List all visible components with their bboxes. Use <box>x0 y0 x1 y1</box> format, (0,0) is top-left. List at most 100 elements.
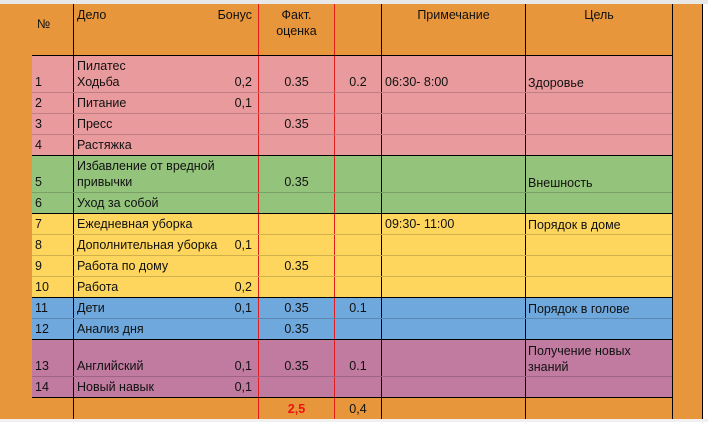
row-extra-cell[interactable] <box>334 214 381 234</box>
row-extra-cell[interactable] <box>334 377 381 397</box>
totals-fact-cell[interactable]: 2,5 <box>258 398 334 419</box>
row-task-cell[interactable]: Анализ дня <box>73 319 258 339</box>
goal-mind[interactable]: Порядок в голове <box>528 302 630 316</box>
row-goal-cell[interactable] <box>525 340 672 376</box>
row-extra-cell[interactable]: 0.2 <box>334 56 381 92</box>
row-fact-cell[interactable] <box>258 377 334 397</box>
row-fact-cell[interactable] <box>258 214 334 234</box>
row-extra-cell[interactable] <box>334 235 381 255</box>
row-note-cell[interactable] <box>381 156 525 192</box>
totals-num-cell[interactable] <box>32 398 73 419</box>
row-note-cell[interactable] <box>381 193 525 213</box>
row-task-cell[interactable]: Растяжка <box>73 135 258 155</box>
goal-knowledge[interactable]: Получение новых знаний <box>528 344 631 374</box>
row-note-cell[interactable] <box>381 114 525 134</box>
row-num-cell[interactable]: 12 <box>32 319 73 339</box>
row-goal-cell[interactable] <box>525 277 672 297</box>
row-goal-cell[interactable] <box>525 214 672 234</box>
row-num-cell[interactable]: 8 <box>32 235 73 255</box>
row-extra-cell[interactable] <box>334 277 381 297</box>
row-fact-cell[interactable] <box>258 135 334 155</box>
row-num-cell[interactable]: 2 <box>32 93 73 113</box>
row-task-cell[interactable]: Пресс <box>73 114 258 134</box>
row-note-cell[interactable] <box>381 135 525 155</box>
row-task-cell[interactable]: Английский 0,1 <box>73 340 258 376</box>
row-task-cell[interactable]: Новый навык 0,1 <box>73 377 258 397</box>
row-goal-cell[interactable] <box>525 156 672 192</box>
totals-task-cell[interactable] <box>73 398 258 419</box>
row-note-cell[interactable] <box>381 377 525 397</box>
row-note-cell[interactable] <box>381 319 525 339</box>
row-goal-cell[interactable] <box>525 135 672 155</box>
row-extra-cell[interactable]: 0.1 <box>334 298 381 318</box>
row-num-cell[interactable]: 11 <box>32 298 73 318</box>
row-num-cell[interactable]: 13 <box>32 340 73 376</box>
row-note-cell[interactable] <box>381 340 525 376</box>
row-num-cell[interactable]: 7 <box>32 214 73 234</box>
totals-goal-cell[interactable] <box>525 398 672 419</box>
row-fact-cell[interactable]: 0.35 <box>258 340 334 376</box>
row-fact-cell[interactable] <box>258 193 334 213</box>
row-note-cell[interactable] <box>381 298 525 318</box>
row-num-cell[interactable]: 5 <box>32 156 73 192</box>
header-task-cell[interactable]: Дело Бонус <box>73 4 258 55</box>
row-num-cell[interactable]: 9 <box>32 256 73 276</box>
row-goal-cell[interactable] <box>525 235 672 255</box>
row-fact-cell[interactable]: 0.35 <box>258 114 334 134</box>
row-note-cell[interactable] <box>381 256 525 276</box>
row-task-cell[interactable]: Работа 0,2 <box>73 277 258 297</box>
row-num-cell[interactable]: 10 <box>32 277 73 297</box>
row-note-cell[interactable] <box>381 277 525 297</box>
row-fact-cell[interactable]: 0.35 <box>258 156 334 192</box>
header-note-cell[interactable]: Примечание <box>381 4 525 55</box>
row-fact-cell[interactable] <box>258 93 334 113</box>
row-note-cell[interactable]: 09:30- 11:00 <box>381 214 525 234</box>
row-fact-cell[interactable] <box>258 235 334 255</box>
row-goal-cell[interactable] <box>525 298 672 318</box>
row-goal-cell[interactable] <box>525 56 672 92</box>
row-fact-cell[interactable]: 0.35 <box>258 56 334 92</box>
row-goal-cell[interactable] <box>525 377 672 397</box>
row-fact-cell[interactable]: 0.35 <box>258 319 334 339</box>
row-num-cell[interactable]: 6 <box>32 193 73 213</box>
row-extra-cell[interactable]: 0.1 <box>334 340 381 376</box>
row-goal-cell[interactable] <box>525 256 672 276</box>
row-task-cell[interactable]: Дети 0,1 <box>73 298 258 318</box>
row-extra-cell[interactable] <box>334 193 381 213</box>
row-fact-cell[interactable] <box>258 277 334 297</box>
goal-appearance[interactable]: Внешность <box>528 176 593 190</box>
row-extra-cell[interactable] <box>334 135 381 155</box>
row-task-cell[interactable]: Питание 0,1 <box>73 93 258 113</box>
row-task-cell[interactable]: Ежедневная уборка <box>73 214 258 234</box>
row-task-cell[interactable]: Уход за собой <box>73 193 258 213</box>
row-goal-cell[interactable] <box>525 193 672 213</box>
row-extra-cell[interactable] <box>334 256 381 276</box>
totals-extra-cell[interactable]: 0,4 <box>334 398 381 419</box>
row-num-cell[interactable]: 4 <box>32 135 73 155</box>
row-extra-cell[interactable] <box>334 114 381 134</box>
row-task-cell[interactable]: Работа по дому <box>73 256 258 276</box>
header-extra-cell[interactable] <box>334 4 381 55</box>
row-note-cell[interactable]: 06:30- 8:00 <box>381 56 525 92</box>
row-num-cell[interactable]: 3 <box>32 114 73 134</box>
row-goal-cell[interactable] <box>525 93 672 113</box>
header-num-cell[interactable]: № <box>32 4 73 55</box>
row-extra-cell[interactable] <box>334 319 381 339</box>
row-extra-cell[interactable] <box>334 156 381 192</box>
row-num-cell[interactable]: 1 <box>32 56 73 92</box>
row-goal-cell[interactable] <box>525 319 672 339</box>
header-goal-cell[interactable]: Цель <box>525 4 672 55</box>
right-orange-column[interactable] <box>672 4 703 422</box>
row-task-cell[interactable]: Избавление от вредной привычки <box>73 156 258 192</box>
goal-health[interactable]: Здоровье <box>528 76 584 90</box>
row-note-cell[interactable] <box>381 93 525 113</box>
row-task-cell[interactable]: Дополнительная уборка 0,1 <box>73 235 258 255</box>
row-num-cell[interactable]: 14 <box>32 377 73 397</box>
left-orange-column[interactable] <box>0 4 32 422</box>
totals-note-cell[interactable] <box>381 398 525 419</box>
row-extra-cell[interactable] <box>334 93 381 113</box>
row-goal-cell[interactable] <box>525 114 672 134</box>
row-fact-cell[interactable]: 0.35 <box>258 256 334 276</box>
header-fact-cell[interactable]: Факт. оценка <box>258 4 334 55</box>
row-note-cell[interactable] <box>381 235 525 255</box>
